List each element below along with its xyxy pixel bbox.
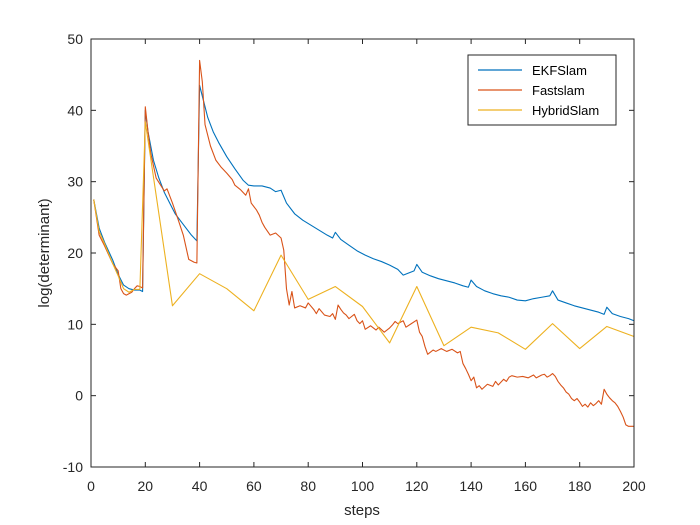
y-axis-label: log(determinant) <box>36 198 53 307</box>
legend: EKFSlam Fastslam HybridSlam <box>467 54 617 126</box>
y-tick-label: 10 <box>67 316 83 332</box>
y-tick-label: 20 <box>67 245 83 261</box>
y-tick-label: 0 <box>75 388 83 404</box>
x-axis-ticks: 0 20 40 60 80 100 120 140 160 180 200 <box>87 39 646 494</box>
series-line-hybridslam <box>93 121 635 350</box>
series-line-fastslam <box>93 59 634 427</box>
x-tick-label: 40 <box>192 478 208 494</box>
x-tick-label: 120 <box>405 478 429 494</box>
x-tick-label: 160 <box>514 478 538 494</box>
legend-label-ekfslam: EKFSlam <box>532 63 587 78</box>
y-tick-label: 40 <box>67 102 83 118</box>
y-tick-label: -10 <box>63 459 83 475</box>
x-tick-label: 180 <box>568 478 592 494</box>
x-tick-label: 100 <box>351 478 375 494</box>
x-tick-label: 60 <box>246 478 262 494</box>
x-tick-label: 20 <box>138 478 154 494</box>
legend-label-hybridslam: HybridSlam <box>532 103 599 118</box>
legend-label-fastslam: Fastslam <box>532 83 585 98</box>
x-axis-label: steps <box>344 502 380 519</box>
y-axis-ticks: -10 0 10 20 30 40 50 <box>63 31 634 475</box>
y-tick-label: 30 <box>67 174 83 190</box>
x-tick-label: 80 <box>300 478 316 494</box>
series-line-ekfslam <box>93 84 635 322</box>
x-tick-label: 0 <box>87 478 95 494</box>
x-tick-label: 200 <box>622 478 646 494</box>
series-layer <box>93 59 635 427</box>
y-tick-label: 50 <box>67 31 83 47</box>
x-tick-label: 140 <box>459 478 483 494</box>
